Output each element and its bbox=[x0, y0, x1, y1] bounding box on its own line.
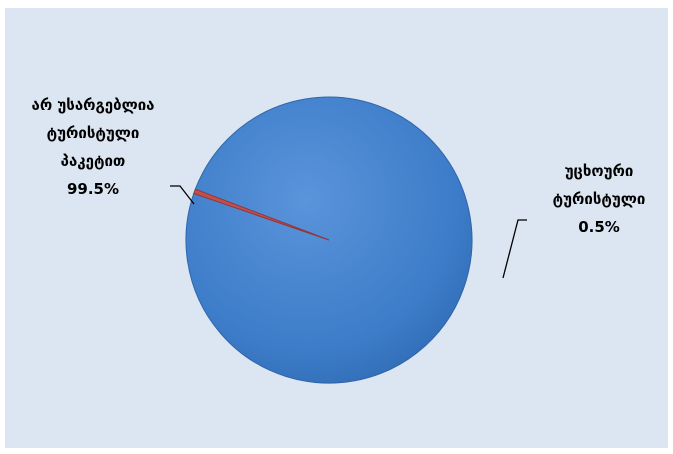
slice-label-0-line-1: ტურისტული bbox=[47, 124, 140, 142]
pie-slices bbox=[185, 96, 473, 384]
slice-label-0-line-0: არ უსარგებლია bbox=[32, 96, 155, 114]
slice-label-1-value: 0.5% bbox=[578, 218, 620, 236]
slice-label-0-line-2: პაკეტით bbox=[61, 152, 126, 170]
slice-label-1-line-0: უცხოური bbox=[565, 162, 634, 180]
leader-line-0 bbox=[170, 185, 195, 205]
slice-label-1: უცხოური ტურისტული 0.5% bbox=[553, 162, 646, 236]
pie-slice-1 bbox=[193, 188, 330, 241]
slice-label-1-line-1: ტურისტული bbox=[553, 190, 646, 208]
leader-line-1 bbox=[502, 219, 527, 279]
slice-label-0: არ უსარგებლია ტურისტული პაკეტით 99.5% bbox=[32, 96, 155, 198]
slice-label-0-value: 99.5% bbox=[67, 180, 119, 198]
